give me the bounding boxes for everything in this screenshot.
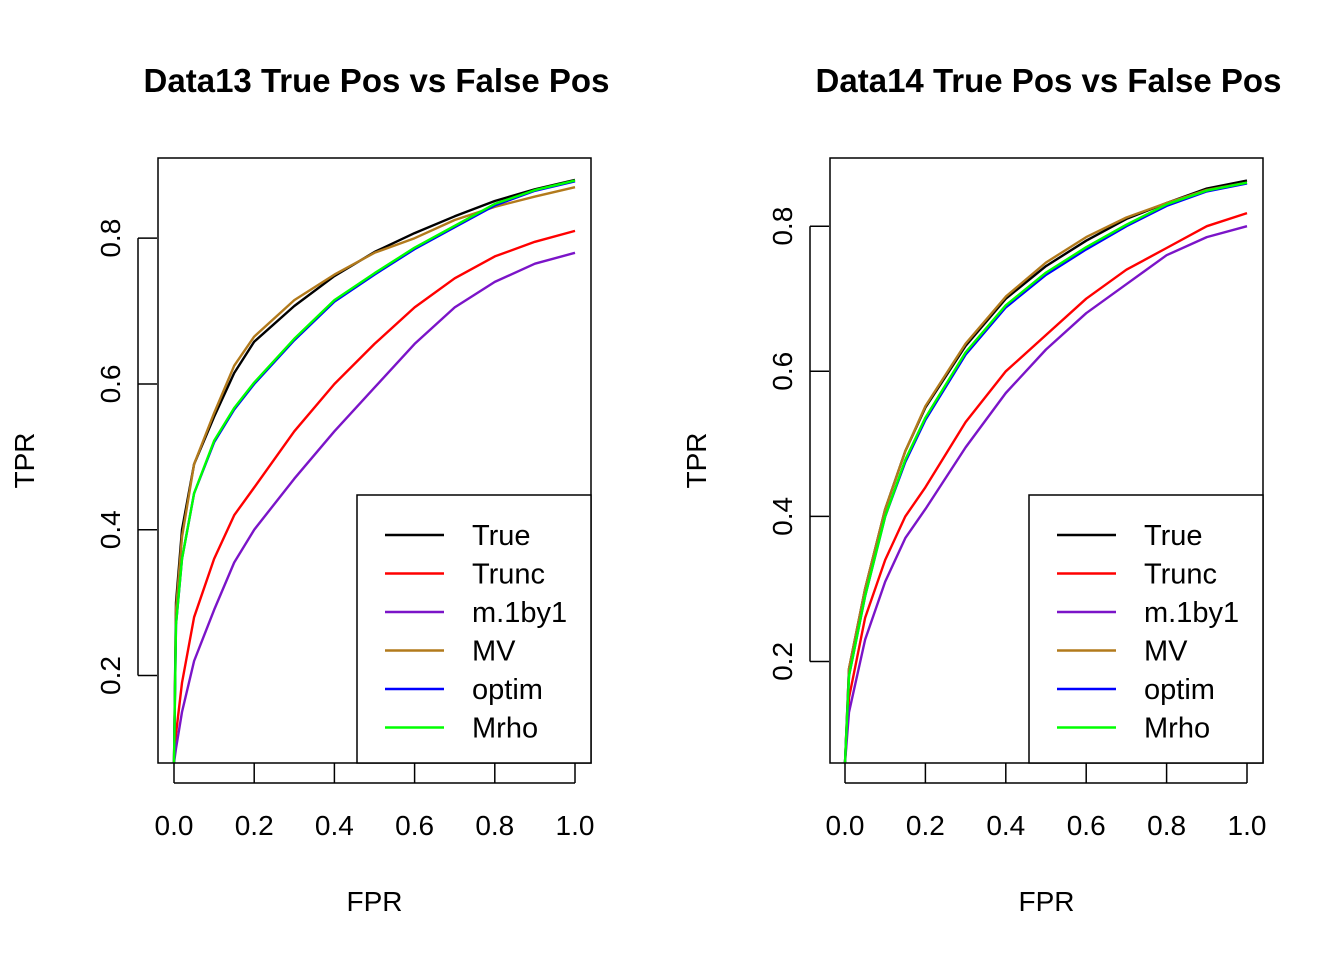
x-tick-label: 1.0 bbox=[556, 810, 595, 841]
chart-title: Data14 True Pos vs False Pos bbox=[816, 62, 1282, 99]
y-tick-label: 0.4 bbox=[767, 497, 798, 536]
series-line-mv bbox=[843, 181, 1248, 764]
legend-item: MV bbox=[385, 636, 516, 668]
x-tick-label: 0.6 bbox=[1067, 810, 1106, 841]
x-tick-label: 0.2 bbox=[235, 810, 274, 841]
x-tick-label: 0.2 bbox=[906, 810, 945, 841]
chart-title: Data13 True Pos vs False Pos bbox=[144, 62, 610, 99]
legend-item: Trunc bbox=[1057, 559, 1217, 591]
y-tick-label: 0.2 bbox=[95, 656, 126, 695]
legend: True Trunc m.1by1 MV optim Mrho bbox=[356, 494, 592, 764]
legend: True Trunc m.1by1 MV optim Mrho bbox=[1028, 494, 1264, 764]
series-line-mrho bbox=[843, 181, 1248, 764]
series-line-trunc bbox=[843, 211, 1248, 764]
legend-item: optim bbox=[385, 674, 543, 706]
legend-item: optim bbox=[1057, 674, 1215, 706]
y-axis-label: TPR bbox=[681, 433, 712, 489]
x-tick-label: 0.6 bbox=[395, 810, 434, 841]
legend-label: MV bbox=[472, 636, 516, 668]
legend-label: m.1by1 bbox=[472, 597, 567, 629]
series-line-mrho bbox=[172, 179, 576, 764]
x-tick-label: 0.8 bbox=[1147, 810, 1186, 841]
x-tick-label: 0.0 bbox=[155, 810, 194, 841]
legend-label: MV bbox=[1144, 636, 1188, 668]
legend-item: Mrho bbox=[385, 713, 538, 745]
y-tick-label: 0.8 bbox=[767, 207, 798, 246]
legend-item: Trunc bbox=[385, 559, 545, 591]
x-tick-label: 0.8 bbox=[475, 810, 514, 841]
series-line-trunc bbox=[172, 229, 576, 764]
series-line-m1by1 bbox=[843, 225, 1248, 764]
y-tick-label: 0.8 bbox=[95, 219, 126, 258]
y-tick-label: 0.2 bbox=[767, 642, 798, 681]
x-tick-label: 0.4 bbox=[986, 810, 1025, 841]
series-line-m1by1 bbox=[172, 251, 576, 764]
y-tick-label: 0.4 bbox=[95, 510, 126, 549]
x-axis-label: FPR bbox=[1019, 886, 1075, 917]
legend-item: m.1by1 bbox=[385, 597, 567, 629]
legend-item: MV bbox=[1057, 636, 1188, 668]
y-tick-label: 0.6 bbox=[767, 352, 798, 391]
legend-item: Mrho bbox=[1057, 713, 1210, 745]
plot-panel-1: Data13 True Pos vs False Pos 0.0 0.2 0.4 0.6… bbox=[9, 62, 609, 917]
legend-item: m.1by1 bbox=[1057, 597, 1239, 629]
x-axis-label: FPR bbox=[347, 886, 403, 917]
legend-label: m.1by1 bbox=[1144, 597, 1239, 629]
x-tick-label: 1.0 bbox=[1228, 810, 1267, 841]
y-tick-label: 0.6 bbox=[95, 364, 126, 403]
legend-label: True bbox=[472, 520, 531, 552]
legend-box bbox=[356, 494, 592, 764]
legend-label: Trunc bbox=[472, 559, 545, 591]
legend-label: Mrho bbox=[472, 713, 538, 745]
legend-label: True bbox=[1144, 520, 1203, 552]
legend-label: optim bbox=[472, 674, 543, 706]
legend-item: True bbox=[385, 520, 531, 552]
legend-item: True bbox=[1057, 520, 1203, 552]
legend-box bbox=[1028, 494, 1264, 764]
legend-label: optim bbox=[1144, 674, 1215, 706]
plot-panel-2: Data14 True Pos vs False Pos 0.0 0.2 0.4 0.6… bbox=[681, 62, 1281, 917]
x-tick-label: 0.4 bbox=[315, 810, 354, 841]
y-axis-label: TPR bbox=[9, 433, 40, 489]
x-tick-label: 0.0 bbox=[826, 810, 865, 841]
legend-label: Mrho bbox=[1144, 713, 1210, 745]
legend-label: Trunc bbox=[1144, 559, 1217, 591]
